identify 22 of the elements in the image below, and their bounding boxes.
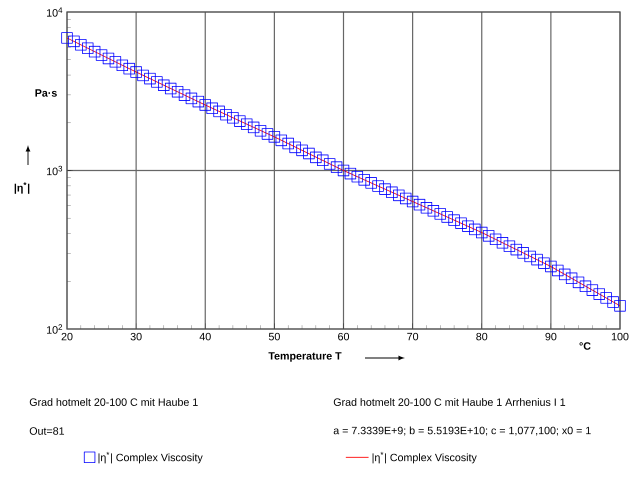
- x-tick-label: 30: [130, 332, 142, 340]
- x-tick-label: 80: [476, 332, 488, 340]
- x-tick-label: 70: [407, 332, 418, 340]
- y-tick-label: 10$^{3}$: [47, 166, 62, 176]
- text: a = 7.3339E+9; b = 5.5193E+10; c = 1,077,100; x0 = 1: [334, 426, 591, 436]
- x-tick-label: 40: [200, 332, 211, 340]
- x-axis-title: Temperature T: [268, 352, 342, 362]
- x-tick-label: 20: [62, 332, 73, 340]
- text: Out=81: [30, 427, 64, 435]
- legend-label: |η$^{*}$| Complex Viscosity: [372, 452, 477, 464]
- x-tick-label: 90: [545, 332, 556, 340]
- y-tick-label: 10$^{2}$: [47, 324, 62, 334]
- y-axis-title: |η$^{*}$|: [14, 182, 30, 194]
- text: Pa·s: [35, 89, 57, 97]
- x-tick-label: 100: [612, 332, 628, 340]
- text: Grad hotmelt 20-100 C mit Haube 1 Arrhenius I 1: [334, 398, 566, 406]
- y-tick-label: 10$^{4}$: [47, 7, 62, 17]
- text: Grad hotmelt 20-100 C mit Haube 1: [30, 398, 198, 406]
- legend-label: |η$^{*}$| Complex Viscosity: [98, 452, 203, 464]
- x-tick-label: 50: [268, 332, 280, 340]
- x-tick-label: 60: [338, 332, 350, 340]
- text: °C: [579, 342, 591, 350]
